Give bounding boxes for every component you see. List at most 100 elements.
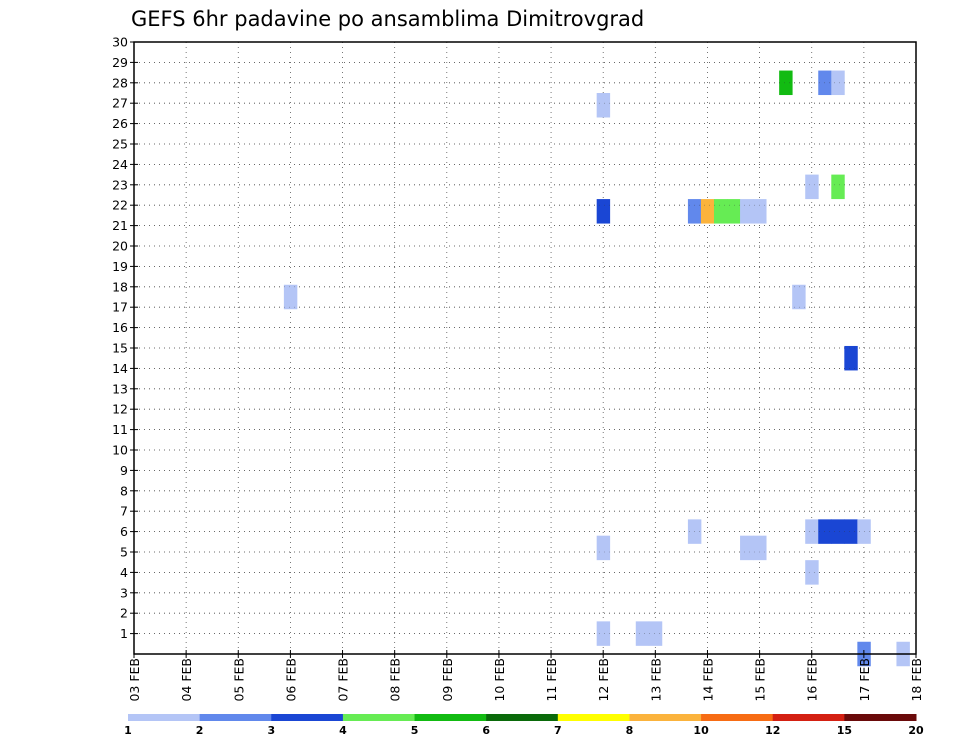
precip-cell (753, 199, 767, 224)
legend-label: 1 (124, 724, 132, 737)
x-tick-label: 06 FEB (283, 658, 298, 702)
y-tick-label: 10 (112, 443, 128, 458)
y-tick-label: 1 (120, 626, 128, 641)
y-tick-label: 27 (112, 96, 128, 111)
y-tick-label: 23 (112, 177, 128, 192)
precip-cell (805, 174, 819, 200)
x-tick-label: 14 FEB (700, 658, 715, 702)
precip-cell (844, 345, 858, 371)
legend-swatch (557, 714, 630, 721)
precip-cell (596, 535, 611, 561)
precip-cell (727, 199, 741, 224)
y-tick-label: 24 (112, 157, 128, 172)
y-tick-label: 13 (112, 381, 128, 396)
x-tick-label: 17 FEB (857, 658, 872, 702)
color-legend: 1 2 3 4 5 6 7 8 10 12 15 20 (124, 714, 924, 737)
y-tick-label: 9 (120, 463, 128, 478)
y-tick-label: 28 (112, 75, 128, 90)
legend-swatch (199, 714, 272, 721)
precip-cell (831, 519, 845, 544)
legend-label: 6 (482, 724, 490, 737)
y-tick-label: 18 (112, 279, 128, 294)
x-axis-ticks: 03 FEB 04 FEB 05 FEB 06 FEB 07 FEB 08 FEB 09 F… (127, 650, 924, 702)
y-tick-label: 19 (112, 259, 128, 274)
y-tick-label: 17 (112, 300, 128, 315)
legend-swatch (414, 714, 487, 721)
legend-swatch (342, 714, 416, 721)
legend-label: 12 (765, 724, 780, 737)
precip-cell (687, 199, 702, 224)
precip-cell (753, 535, 767, 561)
precip-cell (596, 93, 611, 118)
y-tick-label: 12 (112, 402, 128, 417)
precip-cell (700, 199, 715, 224)
x-tick-label: 04 FEB (179, 658, 194, 702)
precip-cell (805, 519, 819, 544)
precip-cell (648, 621, 663, 646)
x-tick-label: 13 FEB (648, 658, 663, 702)
y-tick-label: 6 (120, 524, 128, 539)
precip-cell (740, 535, 754, 561)
legend-swatch (701, 714, 774, 721)
x-tick-label: 09 FEB (440, 658, 455, 702)
x-tick-label: 03 FEB (127, 658, 142, 702)
y-tick-label: 15 (112, 341, 128, 356)
precip-cell (635, 621, 650, 646)
legend-label: 2 (196, 724, 204, 737)
x-tick-label: 18 FEB (909, 658, 924, 702)
y-axis-ticks: 1234567891011121314151617181920212223242… (112, 35, 138, 641)
precip-cell (831, 174, 845, 200)
chart-title: GEFS 6hr padavine po ansamblima Dimitrov… (131, 7, 644, 31)
precip-cell (596, 621, 611, 646)
y-tick-label: 3 (120, 585, 128, 600)
y-tick-label: 5 (120, 545, 128, 560)
y-tick-label: 2 (120, 606, 128, 621)
y-tick-label: 22 (112, 198, 128, 213)
precip-cell (844, 519, 858, 544)
y-tick-label: 20 (112, 239, 128, 254)
legend-swatch (486, 714, 559, 721)
x-tick-label: 15 FEB (753, 658, 768, 702)
legend-swatch (271, 714, 344, 721)
y-tick-label: 29 (112, 55, 128, 70)
legend-label: 15 (837, 724, 852, 737)
y-tick-label: 25 (112, 137, 128, 152)
precip-cell (596, 199, 611, 224)
legend-swatch (844, 714, 917, 721)
y-tick-label: 11 (112, 422, 128, 437)
y-tick-label: 4 (120, 565, 128, 580)
legend-label: 3 (267, 724, 275, 737)
x-tick-label: 16 FEB (805, 658, 820, 702)
x-tick-label: 12 FEB (596, 658, 611, 702)
precip-cell (779, 70, 793, 96)
x-tick-label: 11 FEB (544, 658, 559, 702)
precip-cell (713, 199, 728, 224)
legend-swatch (128, 714, 201, 721)
legend-label: 8 (626, 724, 634, 737)
precip-cells (134, 41, 916, 667)
y-tick-label: 7 (120, 504, 128, 519)
precip-cell (792, 284, 806, 310)
y-tick-label: 21 (112, 218, 128, 233)
x-tick-label: 10 FEB (492, 658, 507, 702)
y-tick-label: 26 (112, 116, 128, 131)
legend-label: 5 (411, 724, 419, 737)
x-tick-label: 08 FEB (388, 658, 403, 702)
legend-label: 10 (693, 724, 709, 737)
legend-swatch (629, 714, 702, 721)
legend-label: 7 (554, 724, 562, 737)
precip-cell (831, 70, 845, 96)
legend-swatch (772, 714, 845, 721)
y-tick-label: 14 (112, 361, 128, 376)
x-tick-label: 07 FEB (336, 658, 351, 702)
y-tick-label: 8 (120, 483, 128, 498)
legend-label: 20 (908, 724, 924, 737)
y-tick-label: 30 (112, 35, 128, 50)
x-tick-label: 05 FEB (231, 658, 246, 702)
precip-cell (805, 560, 819, 585)
legend-label: 4 (339, 724, 347, 737)
precip-cell (740, 199, 754, 224)
precip-cell (283, 284, 298, 310)
y-tick-label: 16 (112, 320, 128, 335)
